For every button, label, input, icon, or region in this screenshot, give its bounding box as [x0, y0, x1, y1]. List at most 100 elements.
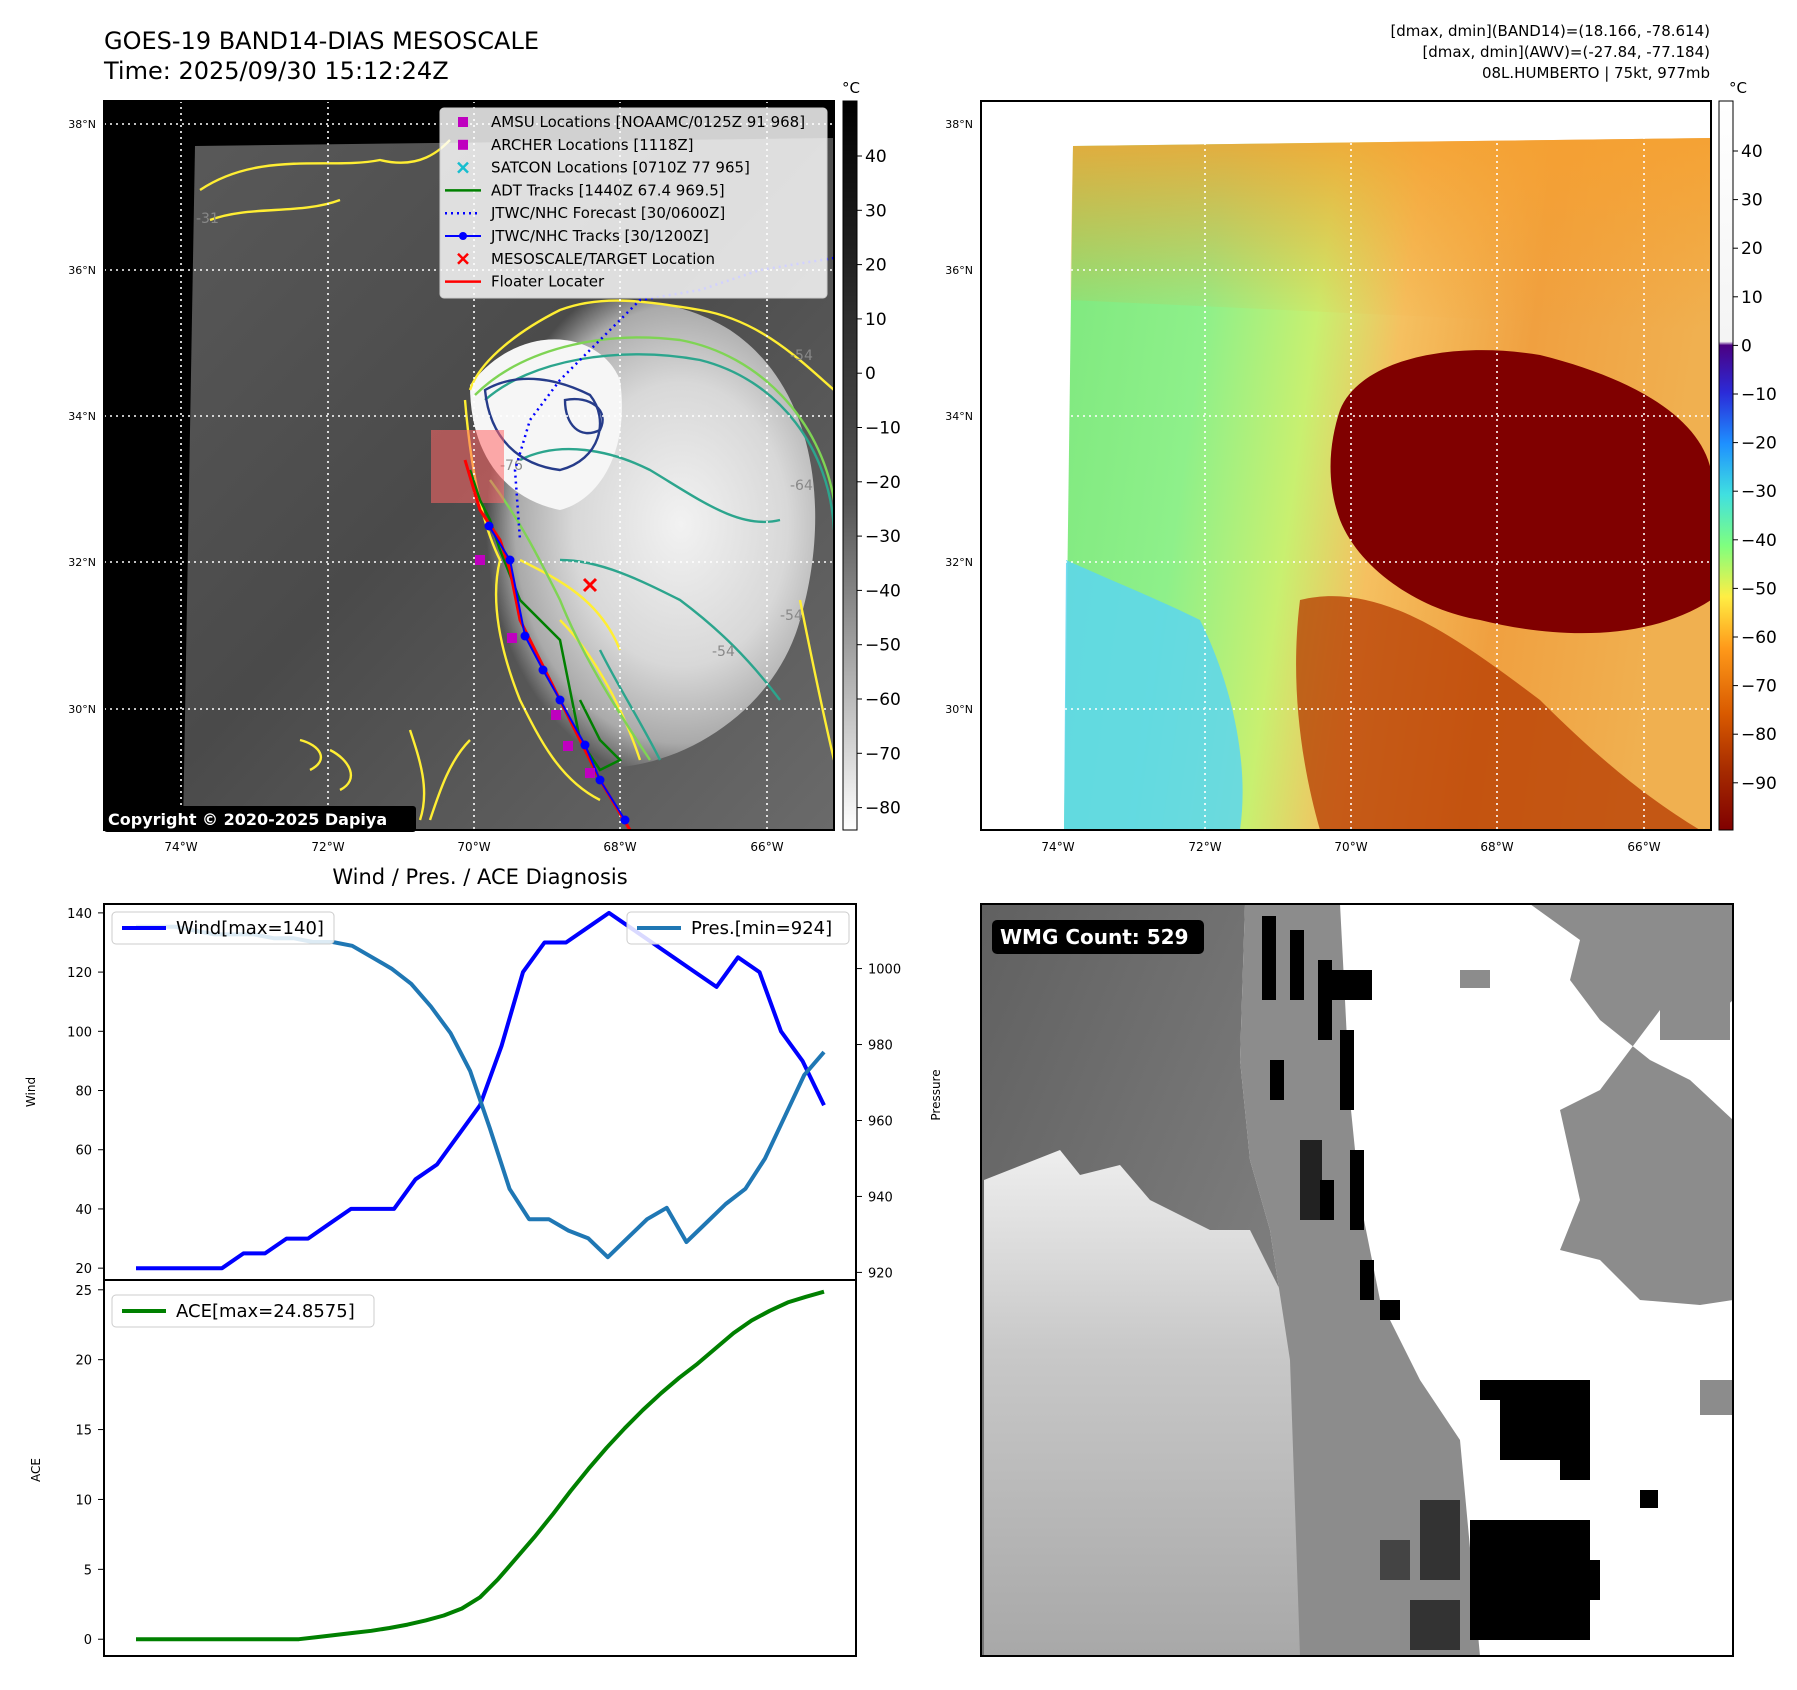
- windAxes-ylabel-5: 120: [67, 966, 92, 981]
- awv-lat-label-4: 30°N: [945, 703, 973, 716]
- awv-colorbar: [1718, 100, 1734, 831]
- windAxes-ylabel-6: 140: [67, 907, 92, 922]
- wmg-block-4: [1340, 1030, 1354, 1110]
- legend-label-2: SATCON Locations [0710Z 77 965]: [491, 159, 750, 177]
- ir-cb-label-7: −30: [865, 527, 901, 547]
- awv-lat-label-3: 32°N: [945, 556, 973, 569]
- jtwc-track-point-7: [620, 815, 630, 825]
- legend-swatch-6: [457, 252, 469, 265]
- ir-cb-label-12: −80: [865, 799, 901, 819]
- wmg-blocks: [1262, 916, 1733, 1650]
- ir-colorbar: [842, 100, 858, 831]
- ir-contour-label-5: -76: [500, 458, 523, 474]
- ir-lon-label-2: 70°W: [457, 840, 490, 854]
- awv-lat-label-0: 38°N: [945, 118, 973, 131]
- wmg-block-22: [1700, 1380, 1733, 1415]
- ir-contour-13: [483, 377, 602, 472]
- awv-cb-label-6: −20: [1741, 434, 1777, 454]
- wmg-count-text: WMG Count: 529: [1000, 925, 1189, 949]
- awv-cb-label-3: 10: [1741, 288, 1763, 308]
- copyright-text: Copyright © 2020-2025 Dapiya: [108, 810, 387, 829]
- awv-lon-label-1: 72°W: [1188, 840, 1221, 854]
- legend-label-6: MESOSCALE/TARGET Location: [491, 250, 715, 268]
- ace-legend: ACE[max=24.8575]: [111, 1294, 375, 1328]
- wmg-block-11: [1480, 1380, 1590, 1400]
- awv-gridlines: [981, 101, 1711, 830]
- awv-cb-label-12: −80: [1741, 725, 1777, 745]
- awv-colorbar-ticks: 40 30 20 10 0 −10 −20 −30 −40 −50 −60 −70 −80 −90: [1733, 142, 1777, 794]
- ace-legend-label: ACE[max=24.8575]: [176, 1301, 355, 1322]
- diagnosis-title: Wind / Pres. / ACE Diagnosis: [332, 865, 627, 889]
- ir-contour-11: [559, 558, 781, 701]
- wmg-block-9: [1360, 1260, 1374, 1300]
- windAxes-ylabel-right-3: 980: [868, 1039, 893, 1054]
- wmg-block-18: [1380, 1540, 1410, 1580]
- awv-cb-label-1: 30: [1741, 191, 1763, 211]
- ir-contour-label-1: -54: [790, 348, 813, 364]
- ir-lat-label-3: 32°N: [68, 556, 96, 569]
- jtwc-track-point-0: [484, 521, 494, 531]
- awv-cb-label-0: 40: [1741, 142, 1763, 162]
- wind-ylabel: Wind: [24, 1077, 38, 1107]
- windAxes-ylabel-right-1: 940: [868, 1190, 893, 1205]
- awv-cb-label-4: 0: [1741, 336, 1752, 356]
- amsu-archer-marker-4: [585, 768, 595, 778]
- ir-lon-label-3: 68°W: [603, 840, 636, 854]
- ir-contour-8: [489, 479, 651, 761]
- ir-contours: -31 -54 -64 -54 -54 -76: [196, 139, 834, 821]
- awv-lat-labels: 38°N 36°N 34°N 32°N 30°N: [945, 118, 973, 716]
- awv-cb-label-11: −70: [1741, 677, 1777, 697]
- wind-legend-box: [111, 911, 335, 945]
- awv-cb-label-13: −90: [1741, 774, 1777, 794]
- wmg-block-1: [1290, 930, 1304, 1000]
- ace-chart: 0 5 10 15 20 25 ACE ACE[max=24.8575]: [29, 1279, 857, 1657]
- awv-lat-label-1: 36°N: [945, 264, 973, 277]
- windAxes-ylabel-right-0: 920: [868, 1266, 893, 1281]
- wind-legend: Wind[max=140]: [111, 911, 335, 945]
- awv-cb-label-8: −40: [1741, 531, 1777, 551]
- ir-contour-15: [408, 729, 471, 821]
- awv-cb-label-9: −50: [1741, 579, 1777, 599]
- wmg-east-gray: [1530, 904, 1733, 1305]
- wmg-block-3: [1332, 970, 1372, 1000]
- ir-cb-label-11: −70: [865, 744, 901, 764]
- ir-contour-7: [474, 336, 834, 501]
- legend-swatch-0: [458, 117, 468, 127]
- adt-track: [468, 469, 623, 772]
- stats-storm: 08L.HUMBERTO | 75kt, 977mb: [1481, 64, 1710, 82]
- windAxes-ylabel-4: 100: [67, 1025, 92, 1040]
- pressure-legend-label: Pres.[min=924]: [691, 918, 832, 939]
- ir-cb-label-3: 10: [865, 310, 887, 330]
- legend-label-1: ARCHER Locations [1118Z]: [491, 136, 694, 154]
- pressure-ylabel: Pressure: [929, 1069, 943, 1120]
- ir-colorbar-ticks: 40 30 20 10 0 −10 −20 −30 −40 −50 −60 −70 −80: [857, 147, 901, 819]
- ace-axes: 0 5 10 15 20 25: [75, 1284, 104, 1648]
- jtwc-track-point-3: [538, 665, 548, 675]
- wmg-block-19: [1640, 1490, 1658, 1508]
- wind-legend-label: Wind[max=140]: [176, 918, 324, 939]
- stats-awv: [dmax, dmin](AWV)=(-27.84, -77.184): [1422, 43, 1710, 61]
- ir-cb-label-2: 20: [865, 256, 887, 276]
- ir-contour-0: [199, 139, 451, 191]
- ir-cb-label-4: 0: [865, 364, 876, 384]
- wmg-count-badge: [992, 920, 1204, 954]
- ir-lon-label-4: 66°W: [750, 840, 783, 854]
- ir-map-panel: -31 -54 -64 -54 -54 -76 AMSU Locations [NOAAM…: [68, 79, 901, 854]
- legend-swatch-5-dot: [459, 232, 467, 240]
- windAxes-ylabel-right-2: 960: [868, 1114, 893, 1129]
- aceAxes-ylabel-0: 0: [84, 1633, 92, 1648]
- ir-contour-10: [519, 447, 781, 524]
- awv-map-frame: [980, 100, 1712, 831]
- aceAxes-ylabel-1: 5: [84, 1563, 92, 1578]
- figure-time: Time: 2025/09/30 15:12:24Z: [104, 57, 449, 85]
- legend-label-4: JTWC/NHC Forecast [30/0600Z]: [490, 204, 725, 222]
- jtwc-track-point-2: [520, 631, 530, 641]
- ir-contour-6: [299, 738, 352, 792]
- stats-band14: [dmax, dmin](BAND14)=(18.166, -78.614): [1390, 22, 1710, 40]
- copyright-badge: [104, 806, 416, 832]
- wmg-block-10: [1380, 1300, 1400, 1320]
- ir-lat-label-0: 38°N: [68, 118, 96, 131]
- ir-cb-label-8: −40: [865, 581, 901, 601]
- awv-cb-label-5: −10: [1741, 385, 1777, 405]
